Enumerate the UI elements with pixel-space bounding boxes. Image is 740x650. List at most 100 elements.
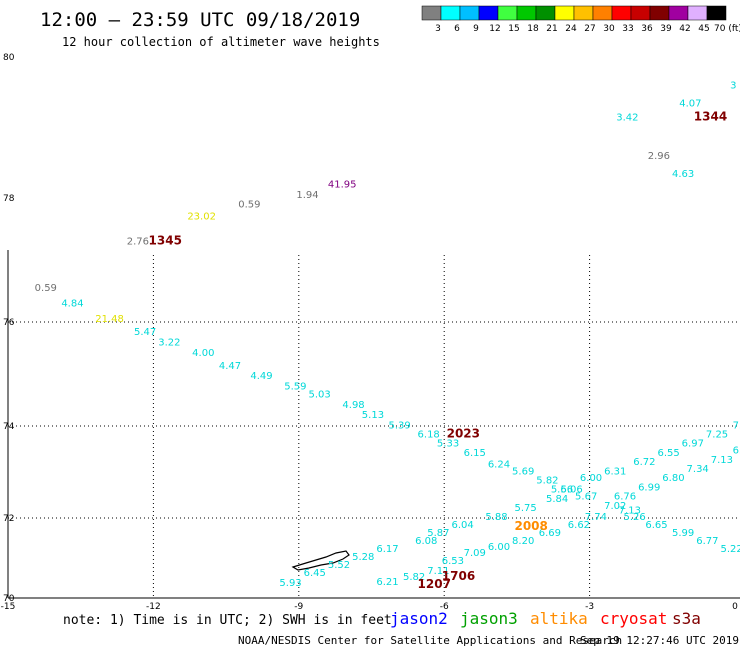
- wave-height-value: 6.55: [657, 448, 679, 459]
- scale-swatch: [668, 5, 689, 21]
- wave-height-value: 5.66: [551, 485, 573, 496]
- wave-height-value: 6.00: [488, 542, 510, 553]
- wave-height-value: 6.62: [568, 520, 590, 531]
- latitude-label: 70: [3, 594, 15, 604]
- scale-label: 33: [622, 24, 633, 34]
- wave-height-value: 6.69: [539, 528, 561, 539]
- timestamp: Sep 19 12:27:46 UTC 2019: [580, 634, 739, 647]
- scale-label: 18: [527, 24, 539, 34]
- wave-height-value: 4.07: [679, 98, 701, 109]
- longitude-label: -12: [146, 602, 161, 612]
- pass-time-label: 1706: [442, 569, 475, 583]
- scale-swatch: [421, 5, 442, 21]
- wave-height-value: 5.82: [536, 476, 558, 487]
- footnote: note: 1) Time is in UTC; 2) SWH is in fe…: [63, 613, 392, 628]
- wave-height-value: 7.74: [585, 512, 607, 523]
- scale-label: 21: [546, 24, 557, 34]
- longitude-label: -9: [294, 602, 303, 612]
- map-title: 12:00 — 23:59 UTC 09/18/2019: [40, 9, 360, 31]
- wave-height-value: 6.77: [696, 536, 718, 547]
- wave-height-value: 5.22: [720, 544, 740, 555]
- wave-height-value: 5.13: [362, 410, 384, 421]
- wave-height-value: 6.04: [451, 520, 473, 531]
- wave-height-value: 5.52: [328, 560, 350, 571]
- scale-label: 36: [641, 24, 653, 34]
- wave-height-value: 5.87: [427, 528, 449, 539]
- wave-height-value: 6.41: [733, 446, 740, 457]
- scale-swatch: [706, 5, 727, 21]
- wave-height-value: 3.22: [158, 337, 180, 348]
- wave-height-value: 1.94: [296, 190, 318, 201]
- scale-swatch: [592, 5, 613, 21]
- scale-swatch: [554, 5, 575, 21]
- legend-cryosat: cryosat: [600, 609, 667, 628]
- scale-label: 24: [565, 24, 577, 34]
- wave-height-value: 7.34: [687, 464, 709, 475]
- wave-height-value: 0.59: [238, 199, 260, 210]
- wave-height-value: 7.25: [706, 430, 728, 441]
- latitude-axis: 80 78 76 74 72 70: [3, 53, 15, 604]
- scale-swatch: [497, 5, 518, 21]
- wave-height-value: 6.31: [604, 466, 626, 477]
- wave-height-value: 2.76: [127, 237, 149, 248]
- scale-swatch: [440, 5, 461, 21]
- wave-height-value: 5.39: [388, 420, 410, 431]
- scale-swatch: [516, 5, 537, 21]
- wave-height-value: 6.65: [645, 520, 667, 531]
- wave-height-value: 5.06: [561, 485, 583, 496]
- wave-height-value: 5.75: [514, 503, 536, 514]
- wave-height-value: 5.82: [403, 572, 425, 583]
- pass-time-label: 1344: [694, 109, 727, 123]
- scale-label: 15: [508, 24, 519, 34]
- wave-height-value: 5.93: [279, 578, 301, 589]
- scale-swatch: [649, 5, 670, 21]
- longitude-label: 0: [732, 602, 738, 612]
- legend-jason2: jason2: [390, 609, 448, 628]
- wave-height-value: 21.48: [95, 314, 124, 325]
- wave-height-value: 5.26: [624, 512, 646, 523]
- wave-height-value: 7.11: [427, 566, 449, 577]
- scale-label: 3: [435, 24, 441, 34]
- jan-mayen-island-outline: [291, 550, 350, 571]
- wave-height-value: 7.13: [619, 505, 641, 516]
- wave-height-value: 5.33: [437, 439, 459, 450]
- pass-time-label: 2008: [514, 519, 547, 533]
- scale-label: 12: [489, 24, 500, 34]
- wave-height-value: 5.99: [672, 528, 694, 539]
- legend-altika: altika: [530, 609, 588, 628]
- wave-height-value: 5.47: [134, 327, 156, 338]
- wave-height-value: 2.96: [648, 151, 670, 162]
- wave-height-value: 23.02: [187, 212, 216, 223]
- wave-height-value: 4.00: [192, 348, 214, 359]
- scale-swatch: [535, 5, 556, 21]
- wave-height-value: 5.67: [575, 492, 597, 503]
- wave-height-value: 6.17: [376, 544, 398, 555]
- wave-height-value: 5.84: [546, 494, 568, 505]
- wave-height-value: 5.88: [485, 512, 507, 523]
- scale-label: 9: [473, 24, 479, 34]
- wave-height-value: 6.97: [682, 439, 704, 450]
- scale-label: 70 (ft): [714, 24, 740, 34]
- wave-height-value: 6.15: [464, 448, 486, 459]
- longitude-label: -15: [1, 602, 16, 612]
- wave-height-value: 6.76: [614, 492, 636, 503]
- scale-label: 30: [603, 24, 615, 34]
- wave-height-value: 6.80: [662, 473, 684, 484]
- latitude-label: 74: [3, 422, 15, 432]
- pass-time-label: 1207: [418, 577, 451, 591]
- scale-label: 27: [584, 24, 595, 34]
- latitude-label: 72: [3, 514, 14, 524]
- wave-height-value: 0.59: [35, 283, 57, 294]
- longitude-label: -3: [585, 602, 594, 612]
- legend-jason3: jason3: [460, 609, 518, 628]
- wave-height-value: 3.42: [616, 112, 638, 123]
- wave-height-value: 7.13: [711, 455, 733, 466]
- wave-height-value: 6.53: [442, 556, 464, 567]
- scale-swatch: [459, 5, 480, 21]
- wave-height-value: 6.24: [488, 459, 510, 470]
- longitude-axis: -15 -12 -9 -6 -3 0: [1, 602, 738, 612]
- wave-height-value: 4.47: [219, 361, 241, 372]
- satellite-legend: jason2 jason3 altika cryosat s3a: [390, 609, 701, 628]
- wave-height-value: 6.45: [304, 568, 326, 579]
